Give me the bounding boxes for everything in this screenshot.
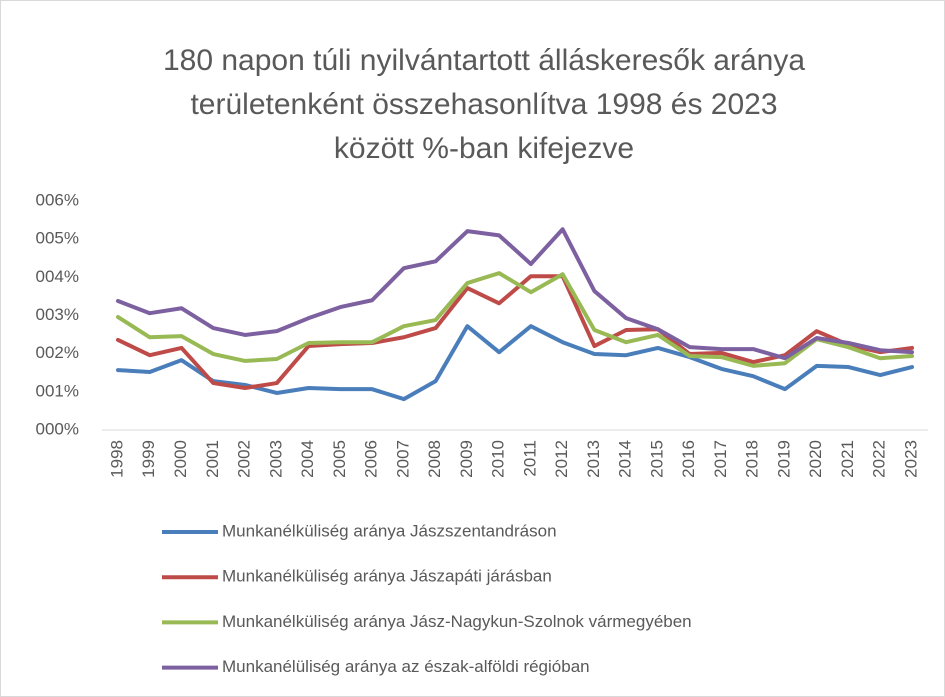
x-tick-label: 2021	[838, 440, 857, 478]
x-tick-label: 2004	[298, 440, 317, 478]
x-tick-label: 2017	[711, 440, 730, 478]
x-tick-label: 2019	[774, 440, 793, 478]
x-tick-label: 2014	[616, 440, 635, 478]
chart-title: területenként összehasonlítva 1998 és 20…	[190, 88, 777, 121]
x-tick-label: 2010	[489, 440, 508, 478]
series-line	[116, 227, 914, 361]
x-tick-label: 2012	[552, 440, 571, 478]
x-tick-label: 2003	[266, 440, 285, 478]
y-tick-label: 003%	[36, 305, 79, 324]
x-tick-label: 2001	[203, 440, 222, 478]
chart-title: között %-ban kifejezve	[334, 132, 634, 165]
legend-label: Munkanélküliség aránya Jász-Nagykun-Szol…	[222, 612, 692, 631]
series-line	[116, 271, 914, 368]
x-tick-label: 2008	[425, 440, 444, 478]
x-tick-label: 2005	[330, 440, 349, 478]
x-tick-label: 2006	[362, 440, 381, 478]
x-tick-label: 1999	[139, 440, 158, 478]
y-tick-label: 004%	[36, 267, 79, 286]
legend-label: Munkanélküliség aránya Jászszentandráson	[222, 521, 557, 540]
y-tick-label: 006%	[36, 190, 79, 209]
y-tick-label: 005%	[36, 229, 79, 248]
y-tick-label: 000%	[36, 419, 79, 438]
x-tick-label: 2000	[171, 440, 190, 478]
y-tick-label: 001%	[36, 381, 79, 400]
chart-title: 180 napon túli nyilvántartott álláskeres…	[163, 44, 805, 77]
x-tick-label: 2009	[457, 440, 476, 478]
x-tick-label: 2013	[584, 440, 603, 478]
x-tick-label: 2023	[901, 440, 920, 478]
legend-label: Munkanélküliség aránya Jászapáti járásba…	[222, 567, 552, 586]
x-tick-label: 2022	[870, 440, 889, 478]
x-tick-label: 2002	[235, 440, 254, 478]
x-tick-label: 2015	[647, 440, 666, 478]
x-tick-label: 2018	[743, 440, 762, 478]
x-tick-label: 1998	[107, 440, 126, 478]
x-tick-label: 2020	[806, 440, 825, 478]
x-tick-label: 2011	[520, 440, 539, 477]
legend-label: Munkanélüliség aránya az észak-alföldi r…	[222, 657, 590, 676]
y-tick-label: 002%	[36, 343, 79, 362]
x-tick-label: 2016	[679, 440, 698, 478]
x-tick-label: 2007	[393, 440, 412, 478]
